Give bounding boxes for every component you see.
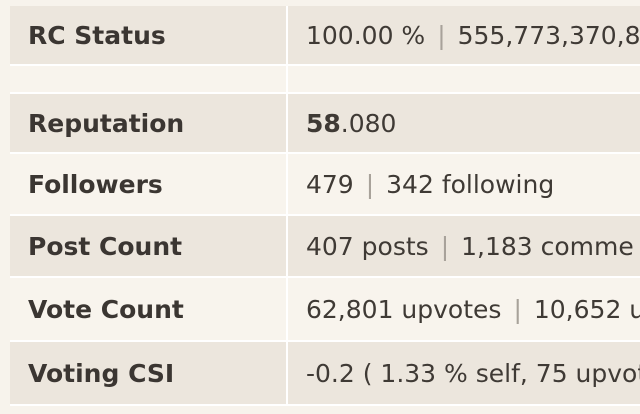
vote-count-row: Vote Count 62,801 upvotes | 10,652 u <box>10 278 640 340</box>
voting-csi-label: Voting CSI <box>10 342 288 404</box>
followers-value: 479 | 342 following <box>288 154 640 214</box>
followers-row: Followers 479 | 342 following <box>10 154 640 214</box>
row-divider <box>10 64 640 66</box>
post-count-value: 407 posts | 1,183 comme <box>288 216 640 276</box>
comments-count: 1,183 comme <box>461 231 634 261</box>
row-divider <box>10 276 640 278</box>
reputation-row: Reputation 58.080 <box>10 94 640 152</box>
table-spacer <box>10 66 640 92</box>
rc-status-percent: 100.00 % <box>306 20 426 50</box>
posts-count: 407 posts <box>306 231 429 261</box>
separator: | <box>365 169 375 199</box>
separator: | <box>513 294 522 324</box>
rc-status-row: RC Status 100.00 % | 555,773,370,8 <box>10 6 640 64</box>
rc-status-value: 100.00 % | 555,773,370,8 <box>288 6 640 64</box>
followers-count: 479 <box>306 169 354 199</box>
upvotes-received: 10,652 u <box>533 294 640 324</box>
row-divider <box>10 92 640 94</box>
rc-status-amount: 555,773,370,8 <box>457 20 640 50</box>
vote-count-label: Vote Count <box>10 278 288 340</box>
row-divider <box>10 340 640 342</box>
reputation-decimal: .080 <box>340 108 397 138</box>
following-count: 342 following <box>386 169 555 199</box>
row-divider <box>10 404 640 406</box>
separator: | <box>440 231 450 261</box>
reputation-value: 58.080 <box>288 94 640 152</box>
row-divider <box>10 152 640 154</box>
row-divider <box>10 214 640 216</box>
post-count-label: Post Count <box>10 216 288 276</box>
upvotes-count: 62,801 upvotes <box>306 294 502 324</box>
reputation-label: Reputation <box>10 94 288 152</box>
post-count-row: Post Count 407 posts | 1,183 comme <box>10 216 640 276</box>
rc-status-label: RC Status <box>10 6 288 64</box>
reputation-integer: 58 <box>306 108 341 138</box>
separator: | <box>437 20 446 50</box>
voting-csi-value: -0.2 ( 1.33 % self, 75 upvot <box>306 358 640 388</box>
vote-count-value: 62,801 upvotes | 10,652 u <box>288 278 640 340</box>
voting-csi-row: Voting CSI -0.2 ( 1.33 % self, 75 upvot <box>10 342 640 404</box>
followers-label: Followers <box>10 154 288 214</box>
